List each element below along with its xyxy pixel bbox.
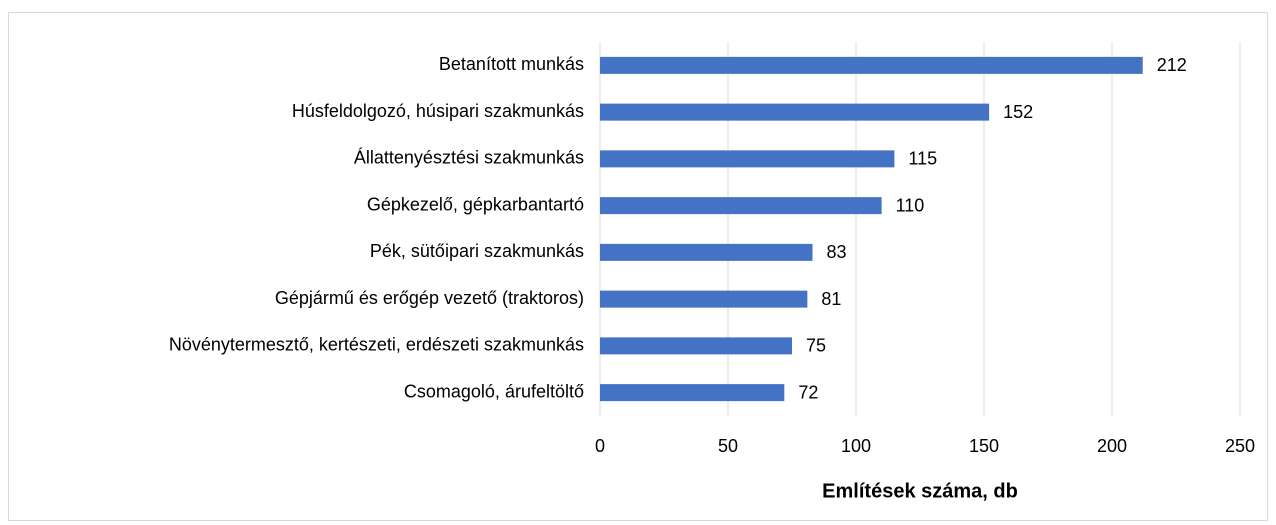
x-tick-label: 100 xyxy=(841,436,871,456)
data-label: 75 xyxy=(806,336,826,356)
data-label: 212 xyxy=(1157,55,1187,75)
bar xyxy=(600,290,808,308)
data-label: 72 xyxy=(798,382,818,402)
y-tick-label: Gépjármű és erőgép vezető (traktoros) xyxy=(275,288,584,308)
y-tick-label: Gépkezelő, gépkarbantartó xyxy=(367,194,584,214)
x-tick-label: 150 xyxy=(969,436,999,456)
x-axis-title: Említések száma, db xyxy=(822,480,1018,502)
x-tick-label: 250 xyxy=(1225,436,1255,456)
x-tick-label: 50 xyxy=(718,436,738,456)
data-label: 110 xyxy=(896,195,925,215)
y-tick-label: Betanított munkás xyxy=(439,54,584,74)
y-tick-label: Húsfeldolgozó, húsipari szakmunkás xyxy=(292,101,584,121)
y-tick-label: Csomagoló, árufeltöltő xyxy=(404,381,584,401)
chart-border xyxy=(8,12,1268,521)
bar xyxy=(600,384,785,402)
data-label: 83 xyxy=(826,242,846,262)
bar xyxy=(600,197,882,215)
bar xyxy=(600,243,813,261)
bar xyxy=(600,337,792,355)
y-tick-label: Pék, sütőipari szakmunkás xyxy=(370,241,584,261)
bar xyxy=(600,56,1143,74)
data-label: 152 xyxy=(1003,102,1033,122)
bar xyxy=(600,150,895,168)
y-tick-label: Állattenyésztési szakmunkás xyxy=(354,148,584,168)
x-tick-label: 200 xyxy=(1097,436,1127,456)
data-label: 115 xyxy=(908,149,937,169)
bar xyxy=(600,103,990,121)
x-tick-label: 0 xyxy=(595,436,605,456)
y-tick-label: Növénytermesztő, kertészeti, erdészeti s… xyxy=(169,335,584,355)
data-label: 81 xyxy=(821,289,841,309)
